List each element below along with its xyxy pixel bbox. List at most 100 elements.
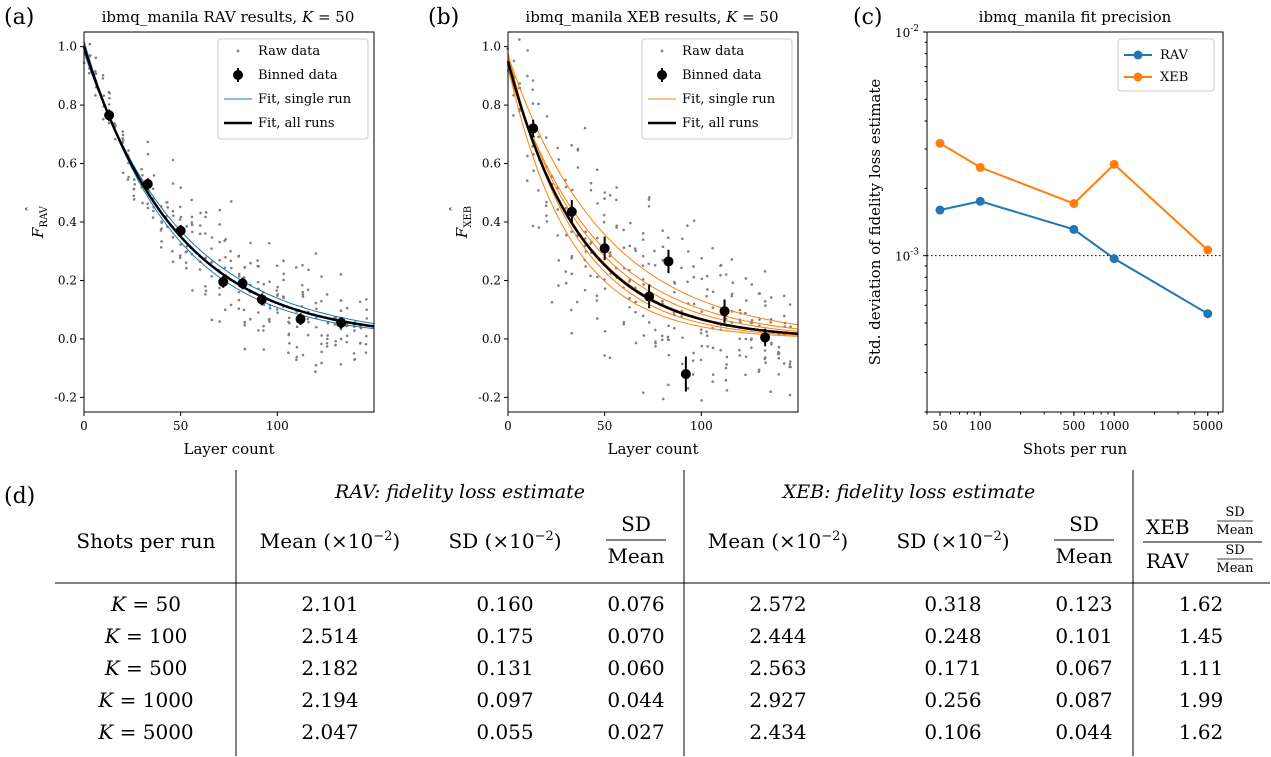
raw-point	[339, 273, 343, 276]
raw-point	[602, 213, 606, 217]
raw-point	[758, 318, 761, 321]
legend-raw: Raw data	[682, 44, 744, 59]
y-tick-label: 0.4	[482, 215, 501, 229]
raw-point	[622, 320, 626, 324]
raw-point	[724, 366, 728, 370]
raw-point	[622, 246, 626, 249]
cell-xeb-mean: 2.927	[749, 688, 806, 712]
y-axis-label-hat: ˆ	[448, 206, 462, 212]
raw-point	[537, 226, 541, 229]
raw-point	[237, 254, 241, 258]
raw-point	[210, 247, 213, 250]
raw-point	[345, 306, 349, 310]
raw-point	[94, 94, 97, 97]
raw-point	[595, 299, 599, 302]
legend-xeb: XEB	[1160, 70, 1188, 85]
raw-point	[777, 345, 781, 349]
raw-point	[570, 230, 573, 234]
raw-point	[127, 175, 130, 179]
raw-point	[744, 311, 747, 315]
table-row: K = 500 2.182 0.131 0.060 2.563 0.171 0.…	[104, 656, 1224, 680]
raw-point	[301, 263, 304, 267]
raw-point	[545, 200, 548, 204]
raw-point	[686, 250, 690, 253]
raw-point	[171, 209, 175, 213]
raw-point	[121, 137, 124, 140]
raw-point	[738, 354, 742, 357]
raw-point	[628, 244, 632, 248]
cell-rav-sd: 0.160	[476, 592, 533, 616]
raw-point	[595, 236, 599, 240]
raw-point	[294, 266, 298, 269]
raw-point	[512, 59, 516, 63]
series-line-xeb	[939, 142, 1209, 251]
raw-point	[763, 356, 767, 359]
raw-point	[570, 256, 573, 260]
raw-point	[706, 344, 709, 348]
raw-point	[132, 187, 136, 191]
raw-point	[667, 324, 670, 328]
raw-point	[673, 290, 676, 294]
y-axis-ticks: 10-3 10-2	[895, 24, 927, 413]
fit-single-run	[83, 52, 375, 325]
raw-point	[237, 290, 241, 294]
raw-point	[275, 289, 279, 292]
raw-point	[609, 251, 612, 254]
raw-point	[724, 378, 728, 382]
x-tick-label: 50	[173, 419, 188, 433]
raw-point	[564, 281, 568, 285]
raw-point	[789, 360, 792, 363]
raw-point	[107, 103, 111, 106]
cell-xeb-rav: 1.62	[1179, 592, 1224, 616]
y-axis-ticks: -0.2 0.0 0.2 0.4 0.6 0.8 1.0	[478, 40, 508, 404]
raw-point	[204, 284, 207, 288]
raw-point	[185, 266, 188, 270]
raw-point	[320, 299, 323, 303]
raw-point	[769, 296, 773, 299]
y-tick-label: 0.6	[58, 157, 77, 171]
y-tick-label: 0.0	[482, 332, 501, 346]
row-label: K = 100	[104, 624, 188, 648]
raw-point	[661, 229, 664, 232]
raw-point	[545, 220, 549, 223]
data-point-xeb	[935, 138, 945, 148]
raw-point	[353, 329, 356, 332]
raw-point	[165, 200, 169, 204]
raw-point	[788, 303, 792, 306]
data-point-rav	[935, 205, 945, 215]
raw-point	[204, 289, 208, 293]
raw-point	[339, 309, 343, 312]
series-line-rav	[939, 200, 1209, 315]
raw-point	[320, 342, 323, 346]
raw-point	[339, 337, 343, 341]
table-row: K = 5000 2.047 0.055 0.027 2.434 0.106 0…	[97, 720, 1223, 744]
raw-point	[595, 275, 599, 279]
fit-single-run	[507, 55, 799, 326]
ratio-bottom-mean: Mean	[1216, 561, 1254, 576]
raw-point	[365, 298, 368, 301]
raw-point	[282, 272, 286, 276]
raw-point	[603, 197, 606, 200]
raw-point	[287, 351, 290, 355]
raw-point	[633, 247, 637, 250]
raw-point	[151, 216, 155, 219]
raw-point	[326, 334, 330, 337]
raw-point	[229, 303, 233, 307]
raw-point	[705, 294, 708, 298]
raw-point	[325, 293, 329, 296]
raw-point	[686, 224, 689, 227]
raw-point	[544, 136, 548, 139]
raw-point	[314, 252, 318, 255]
raw-point	[288, 341, 291, 345]
raw-point	[706, 334, 709, 337]
raw-point	[276, 285, 279, 289]
raw-point	[570, 254, 574, 258]
row-label: K = 500	[104, 656, 188, 680]
legend-single: Fit, single run	[682, 92, 776, 107]
raw-point	[706, 288, 709, 291]
raw-point	[711, 306, 715, 309]
raw-point	[256, 259, 259, 262]
raw-point	[204, 293, 207, 296]
raw-point	[179, 215, 183, 219]
raw-point	[705, 330, 708, 333]
